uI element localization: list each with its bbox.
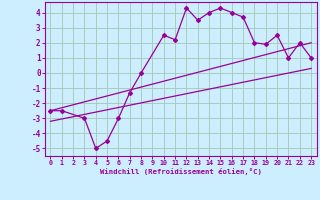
X-axis label: Windchill (Refroidissement éolien,°C): Windchill (Refroidissement éolien,°C) <box>100 168 262 175</box>
